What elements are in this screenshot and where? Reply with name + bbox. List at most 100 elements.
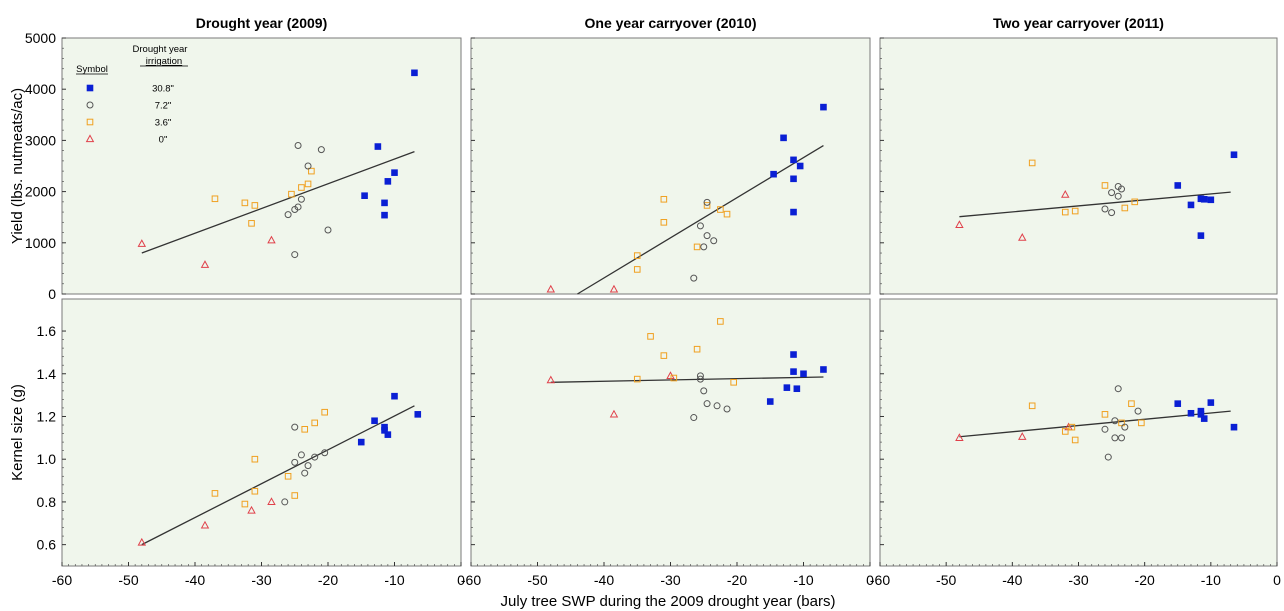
x-tick-label: -10 [1201,572,1221,588]
y-tick-label: 1000 [25,235,56,251]
data-point [1200,195,1208,203]
data-point [291,251,299,259]
trend-line [959,191,1231,218]
data-point [955,433,964,441]
data-point [696,372,704,380]
data-point [1128,400,1135,407]
trend-line [141,151,415,254]
data-point [1134,407,1142,415]
series-s7-2 [690,372,731,422]
data-point [1061,208,1069,216]
data-point [371,417,378,425]
data-point [361,192,368,199]
data-point [660,219,668,226]
data-point [780,134,787,142]
y-tick-label: 0 [48,286,56,302]
y-axis-label-yield: Yield (lbs. nutmeats/ac) [9,88,26,244]
trend-line [141,405,415,546]
data-point [1061,190,1070,198]
data-point [723,210,731,218]
data-point [546,375,556,384]
data-point [301,425,309,433]
series-s0 [546,284,619,293]
panel-title: One year carryover (2010) [585,15,757,31]
data-point [288,190,295,198]
series-s30-8 [357,392,422,446]
data-point [633,252,641,259]
panel-3: Two year carryover (2011) [879,15,1278,295]
data-point [609,284,619,293]
data-point [783,384,791,391]
plot-area [879,298,1278,567]
data-point [321,449,329,457]
data-point [693,345,701,353]
y-tick-label: 1.0 [37,451,57,467]
data-point [790,175,797,183]
data-point [1187,409,1195,417]
series-s3-6 [633,318,737,386]
x-tick-label: -60 [870,572,890,588]
data-point [321,408,328,416]
series-s3-6 [1028,159,1139,216]
y-tick-label: 5000 [25,30,56,46]
data-point [248,220,255,227]
data-point [391,392,398,400]
y-tick-label: 1.6 [37,323,57,339]
data-point [241,199,249,207]
data-point [381,211,388,219]
data-point [1174,182,1182,189]
data-point [1101,182,1109,189]
data-point [1207,399,1215,406]
data-point [304,180,312,188]
data-point [1114,385,1122,393]
data-point [693,243,701,251]
data-point [703,232,711,240]
data-point [317,146,325,154]
data-point [284,472,292,480]
data-point [647,333,654,340]
data-point [267,497,276,506]
data-point [298,184,305,191]
data-point [796,162,804,170]
data-point [1121,423,1129,431]
data-point [1197,195,1205,203]
plot-area [61,37,462,295]
x-tick-label: -20 [1135,572,1155,588]
x-tick-label: -40 [1002,572,1022,588]
data-point [304,162,312,170]
data-point [1118,419,1125,427]
data-point [660,195,668,203]
data-point [297,195,305,203]
data-point [800,370,807,378]
data-point [297,451,305,459]
data-point [311,453,319,461]
x-tick-label: -20 [318,572,338,588]
data-point [1187,201,1195,209]
y-tick-label: 0.8 [37,494,57,510]
data-point [414,411,422,418]
data-point [251,487,259,495]
x-tick-label: -50 [527,572,547,588]
data-point [200,520,210,529]
data-point [1068,423,1076,431]
data-point [1108,189,1116,197]
data-point [770,170,777,178]
data-point [766,398,774,405]
data-point [211,490,219,497]
data-point [1101,411,1109,418]
data-point [374,143,382,150]
legend-label: 30.8" [152,84,174,95]
data-point [820,103,827,111]
panel-5: -60 -50 -40 -30 -20 -10 0 [461,298,874,588]
x-tick-label: -30 [1068,572,1088,588]
data-point [1230,151,1238,159]
legend-marker [85,134,95,143]
data-point [311,419,318,427]
x-tick-label: -40 [185,572,205,588]
data-point [723,405,731,413]
data-point [267,235,276,244]
x-tick-label: 0 [866,572,874,588]
data-point [790,351,797,358]
data-point [281,498,289,506]
